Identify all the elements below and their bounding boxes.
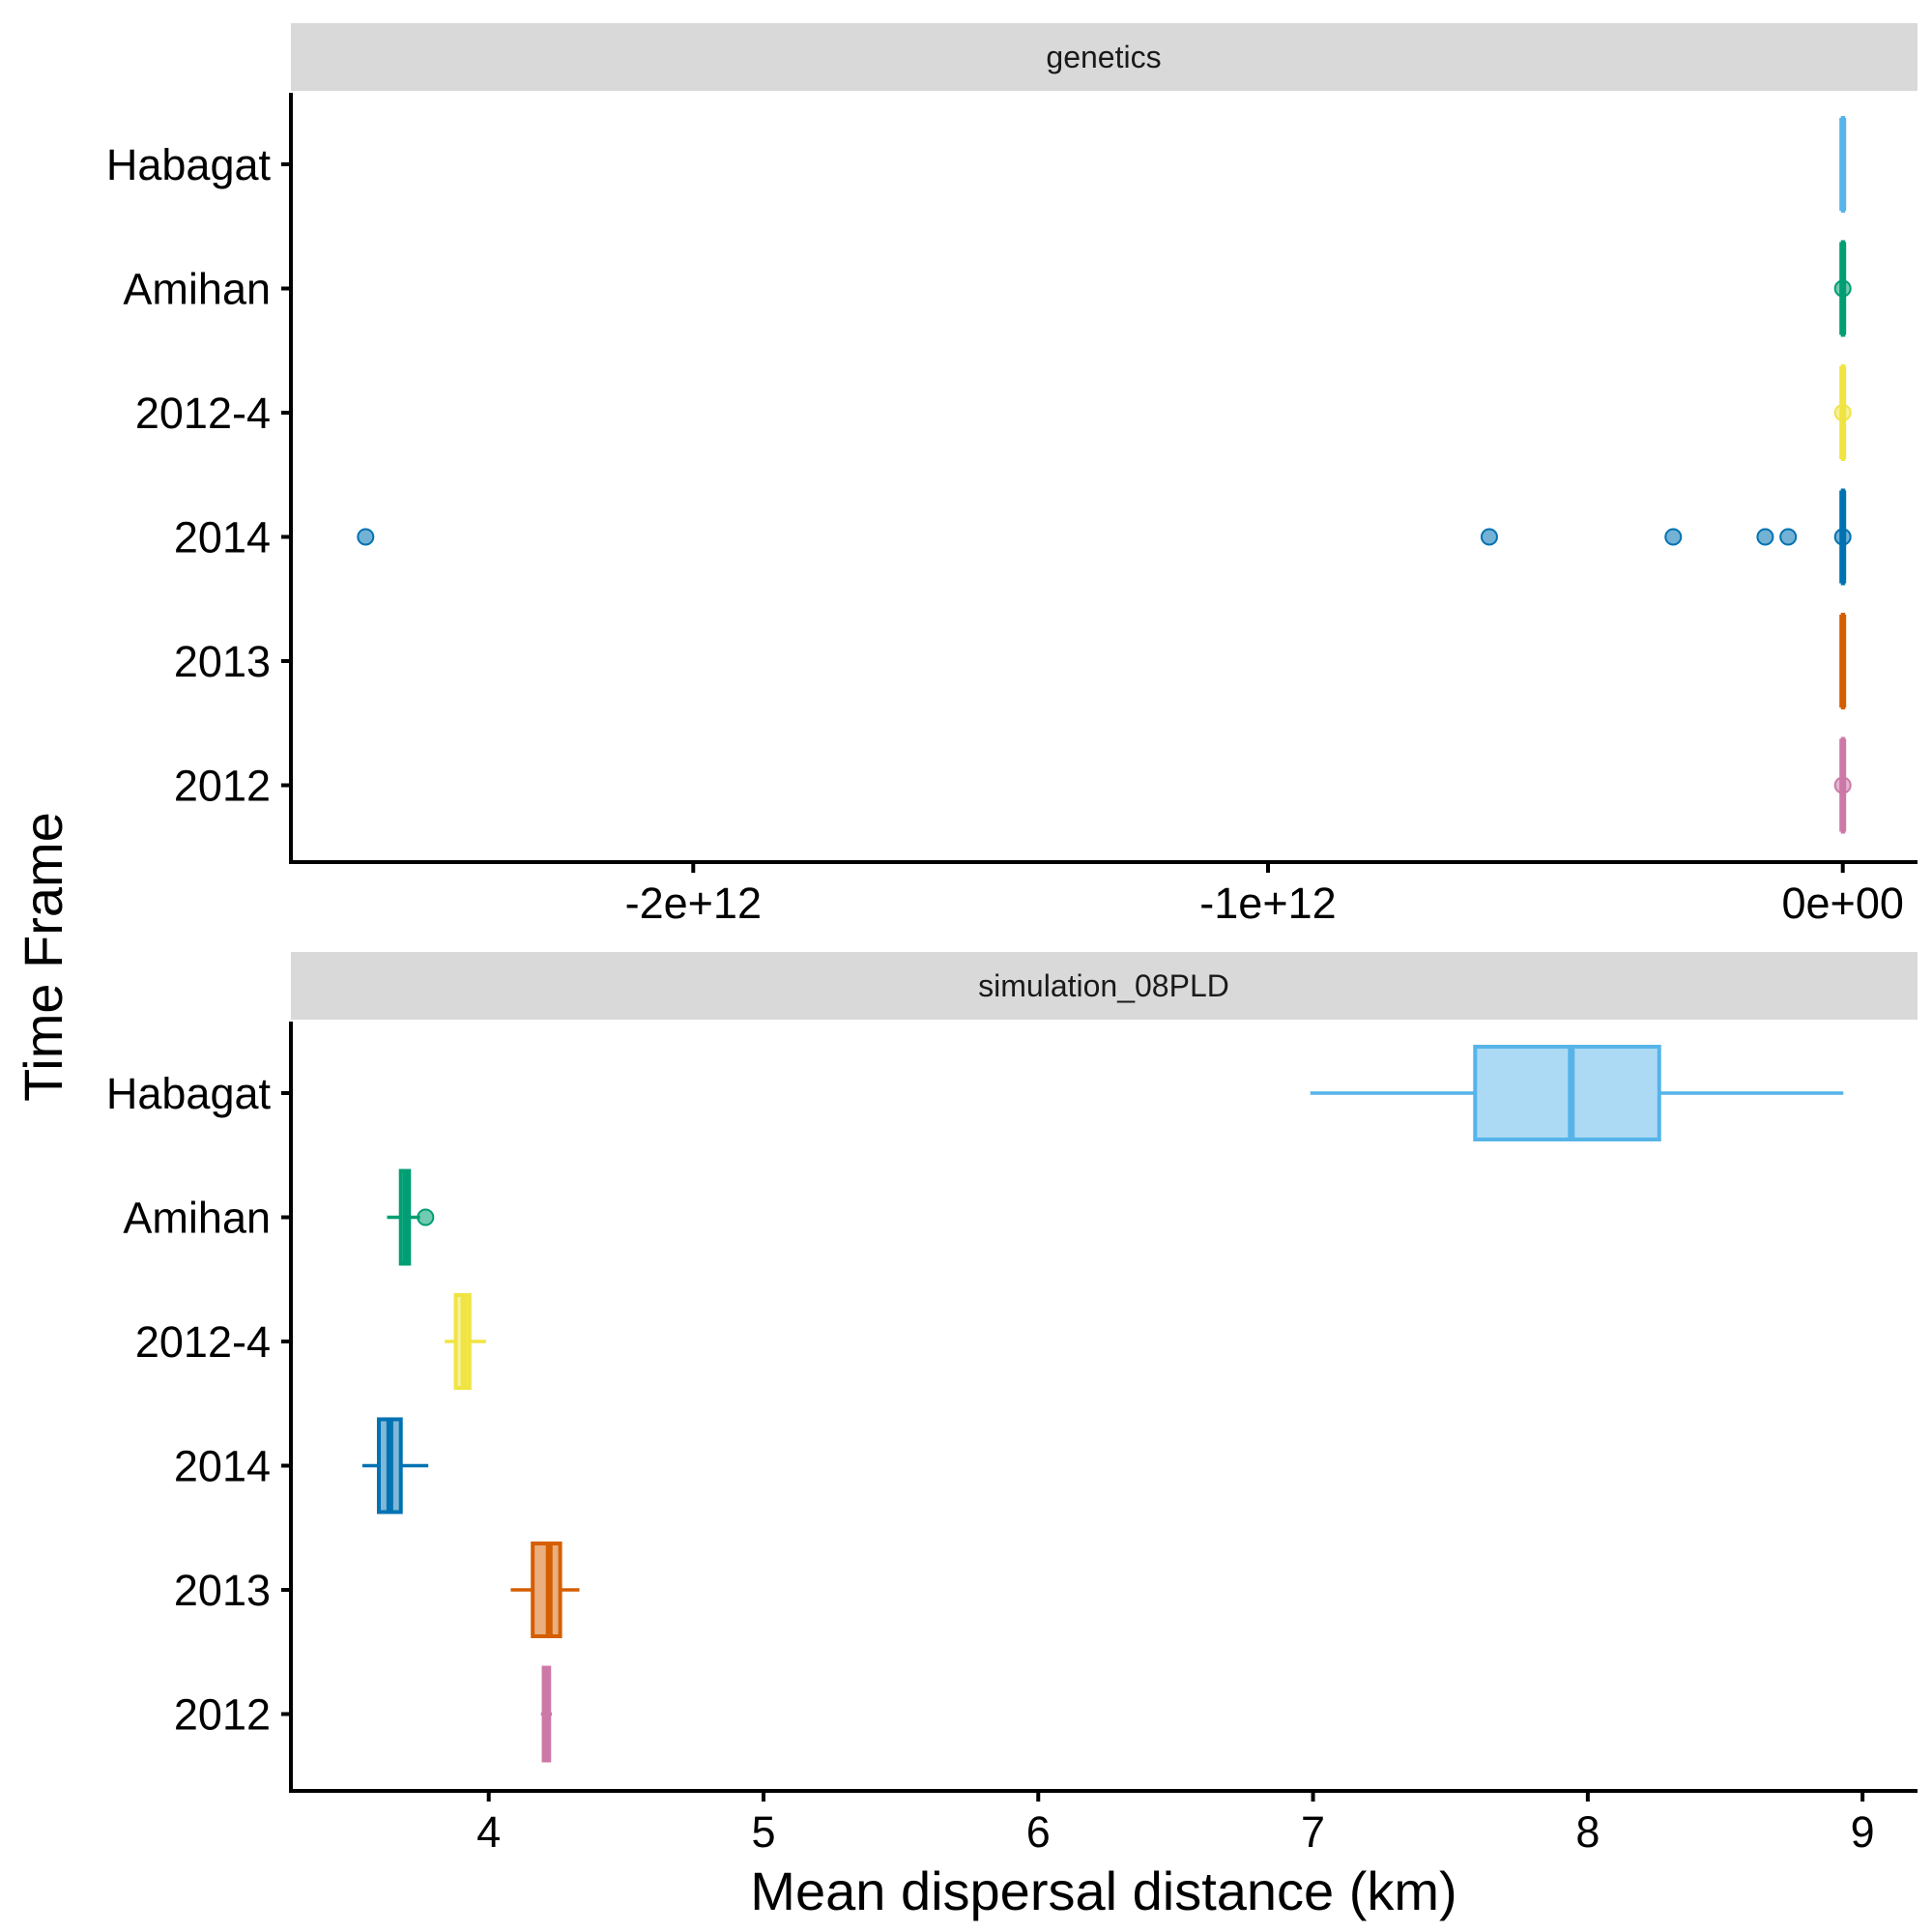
outlier-point: [1833, 279, 1852, 298]
boxplot-Amihan: [1833, 240, 1852, 337]
y-axis-title: Time Frame: [13, 812, 73, 1102]
outlier-point: [1833, 404, 1852, 421]
outlier-point: [1779, 528, 1798, 546]
strip-label: simulation_08PLD: [978, 968, 1229, 1003]
boxplot-2012-4: [1833, 364, 1852, 461]
x-tick-label: 7: [1301, 1807, 1325, 1857]
x-tick-label: 9: [1851, 1807, 1875, 1857]
boxplot-Amihan: [387, 1168, 435, 1266]
marks-simulation: [361, 1045, 1844, 1763]
outlier-point: [1480, 528, 1498, 546]
x-axis-title: Mean dispersal distance (km): [750, 1860, 1456, 1921]
y-tick-label: 2012-4: [135, 389, 271, 438]
boxplot-2012: [1833, 736, 1852, 834]
x-tick-label: 0e+00: [1781, 879, 1903, 928]
y-tick-label: 2013: [174, 637, 271, 686]
x-tick-label: -1e+12: [1199, 879, 1336, 928]
x-ticks-genetics: -2e+12 -1e+12 0e+00: [625, 862, 1904, 928]
x-tick-label: -2e+12: [625, 879, 762, 928]
y-ticks-simulation: Habagat Amihan 2012-4 2014 2013 2012: [106, 1069, 291, 1740]
y-tick-label: Habagat: [106, 140, 272, 189]
panel-genetics: genetics Habagat Amihan 2012-4 2014 2013 2012…: [106, 23, 1918, 928]
outlier-point: [1833, 528, 1852, 546]
y-tick-label: 2014: [174, 1442, 271, 1491]
x-ticks-simulation: 4 5 6 7 8 9: [476, 1791, 1875, 1857]
y-tick-label: 2014: [174, 513, 271, 562]
x-tick-label: 5: [751, 1807, 775, 1857]
boxplot-2013: [1839, 613, 1847, 709]
y-tick-label: 2013: [174, 1566, 271, 1615]
outlier-point: [417, 1208, 435, 1226]
boxplot-2012-4: [445, 1293, 486, 1390]
y-ticks-genetics: Habagat Amihan 2012-4 2014 2013 2012: [106, 140, 291, 811]
x-tick-label: 6: [1026, 1807, 1051, 1857]
outlier-point: [1833, 776, 1852, 794]
outlier-point: [357, 528, 375, 546]
y-tick-label: 2012: [174, 762, 271, 811]
boxplot-Habagat: [1839, 116, 1847, 213]
boxplot-2014: [361, 1417, 429, 1514]
boxplot-Habagat: [1310, 1045, 1844, 1141]
outlier-point: [1664, 528, 1683, 546]
boxplot-2013: [510, 1542, 580, 1638]
boxplot-2014: [357, 488, 1852, 586]
y-tick-label: 2012-4: [135, 1317, 271, 1367]
panel-simulation: simulation_08PLD Habagat Amihan 2012-4 2014…: [106, 952, 1918, 1857]
strip-background: [291, 23, 1918, 91]
y-tick-label: Habagat: [106, 1069, 272, 1118]
boxplot-2012: [540, 1665, 553, 1763]
y-tick-label: Amihan: [123, 1194, 271, 1243]
strip-background: [291, 952, 1918, 1020]
x-tick-label: 8: [1575, 1807, 1600, 1857]
x-tick-label: 4: [476, 1807, 501, 1857]
marks-genetics: [357, 116, 1852, 834]
y-tick-label: 2012: [174, 1690, 271, 1740]
y-tick-label: Amihan: [123, 265, 271, 314]
outlier-point: [1756, 528, 1774, 546]
box-iqr: [1473, 1045, 1661, 1141]
strip-label: genetics: [1046, 40, 1161, 74]
